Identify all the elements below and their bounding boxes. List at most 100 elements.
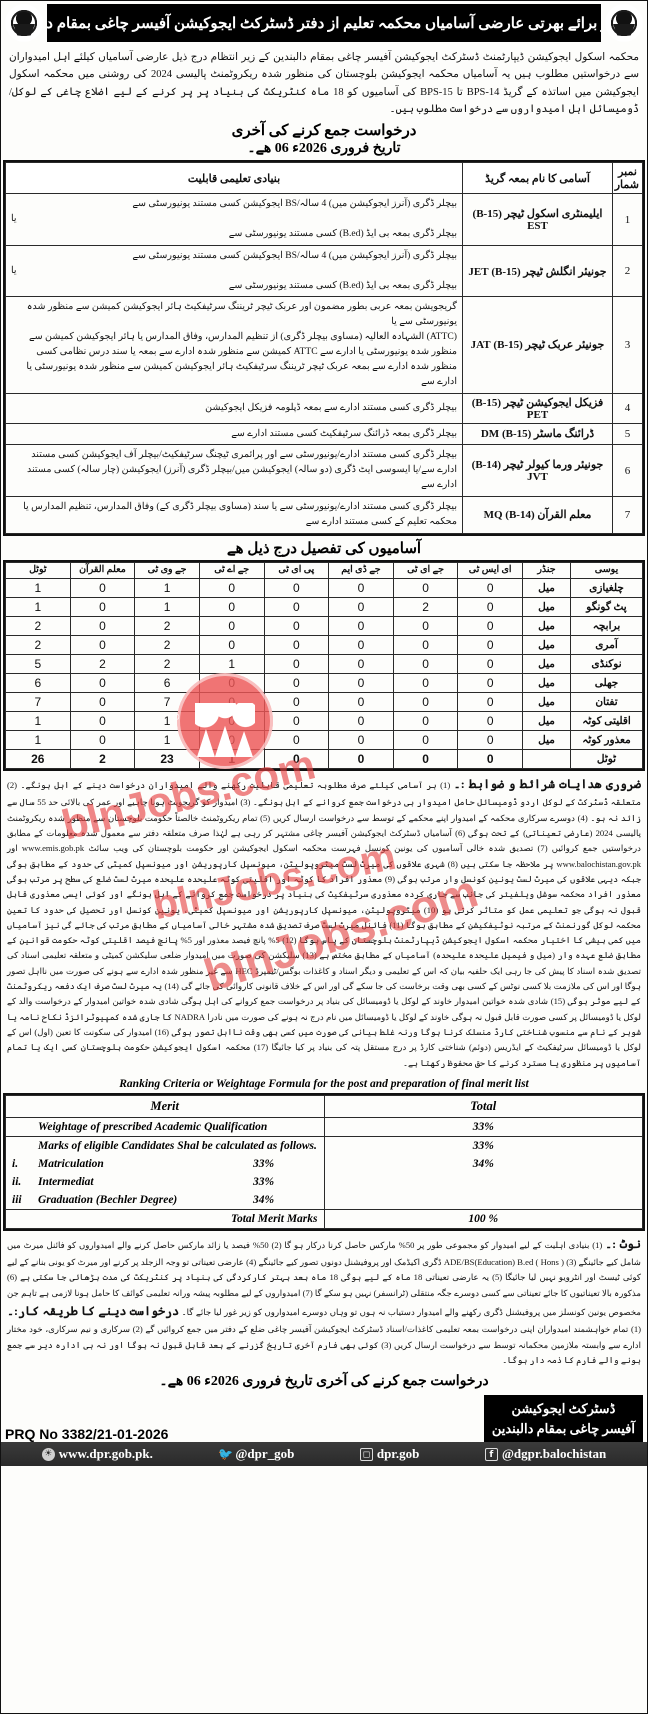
merit-col-total: Total (323, 1094, 643, 1118)
vacancy-count-cell: 0 (198, 635, 265, 656)
gender-cell: میل (522, 730, 571, 751)
merit-total-percent: 33% (323, 1136, 643, 1155)
vacancy-col-header: جے ای ٹی (392, 561, 459, 580)
twitter-link[interactable]: 🐦 @dpr_gob (218, 1446, 294, 1462)
vacancy-section-heading: آسامیوں کی تفصیل درج ذیل ھے (226, 540, 422, 557)
post-name: معلم القرآن (B-14) MQ (462, 496, 613, 534)
merit-criteria-text: Matriculation (38, 1157, 104, 1170)
vacancy-count-cell: 7 (5, 692, 71, 713)
uc-name: ٹوٹل (570, 749, 643, 770)
vacancy-col-header: جے اے ٹی (198, 561, 265, 580)
post-qualification: بیچلر ڈگری کسی مستند ادارے/یونیورسٹی سے … (5, 496, 463, 534)
vacancy-count-cell: 0 (198, 673, 265, 694)
instagram-link[interactable]: ◻ dpr.gob (359, 1446, 419, 1462)
table-row: 6 جونیئر ورما کیولر ٹیچر (B-14) JVT بیچلر … (5, 444, 643, 497)
merit-footer-row: Total Merit Marks 100 % (5, 1208, 643, 1229)
merit-label: ii. Intermediat 33% (5, 1172, 325, 1191)
instructions-body: (1) ہر آسامی کیلئے صرف مطلوبہ تعلیمی قاب… (7, 780, 642, 1068)
qualification-line: گریجویشن بمعہ عربی بطور مضمون اور عربک ٹ… (26, 301, 457, 328)
vacancy-count-cell: 0 (69, 692, 136, 713)
vacancy-count-cell: 1 (134, 711, 200, 732)
apply-heading: درخواست دینے کا طریقہ کار:۔ (7, 1304, 180, 1319)
table-row: 4 فزیکل ایجوکیشن ٹیچر (B-15) PET بیچلر ڈگر… (5, 392, 643, 424)
vacancy-count-cell: 0 (392, 635, 459, 656)
post-qualification: گریجویشن بمعہ عربی بطور مضمون اور عربک ٹ… (5, 296, 463, 394)
vacancy-count-cell: 0 (392, 578, 459, 599)
post-qualification: بیچلر ڈگری (آنرز ایجوکیشن میں) 4 سالہ/BS… (5, 193, 463, 246)
vacancy-count-cell: 2 (134, 616, 200, 637)
note-heading: نوٹ :۔ (605, 1236, 641, 1251)
post-serial: 6 (612, 444, 643, 497)
gender-cell: میل (522, 673, 571, 694)
merit-table-container: Merit Total Weightage of prescribed Acad… (3, 1092, 645, 1231)
website-label: www.dpr.gob.pk. (58, 1446, 153, 1462)
merit-total-percent (323, 1172, 643, 1191)
table-row: معذور کوٹہ میل 0 0 0 0 0 1 0 1 (5, 730, 643, 751)
balochistan-govt-emblem-icon (605, 4, 643, 42)
uc-name: آمری (570, 635, 643, 656)
merit-header-row: Merit Total (5, 1094, 643, 1118)
post-serial: 1 (612, 193, 643, 246)
vacancy-count-cell: 2 (134, 654, 200, 675)
merit-row: Weightage of prescribed Academic Qualifi… (5, 1116, 643, 1137)
vacancy-count-cell: 0 (457, 711, 523, 732)
vacancy-count-cell: 0 (263, 597, 330, 618)
vacancy-col-header: پی ای ٹی (263, 561, 330, 580)
post-serial: 2 (612, 244, 643, 298)
vacancy-count-cell: 1 (134, 597, 200, 618)
vacancy-count-cell: 0 (457, 578, 523, 599)
facebook-link[interactable]: f @dgpr.balochistan (484, 1446, 607, 1462)
vacancy-count-cell: 1 (5, 578, 71, 599)
vacancy-count-cell: 0 (328, 730, 394, 751)
merit-table: Merit Total Weightage of prescribed Acad… (5, 1094, 643, 1229)
table-row: نوکنڈی میل 0 0 0 0 1 2 2 5 (5, 654, 643, 675)
uc-name: پٹ گونگو (570, 597, 643, 618)
website-link[interactable]: ☀ www.dpr.gob.pk. (41, 1446, 153, 1462)
table-row: پٹ گونگو میل 0 2 0 0 0 1 0 1 (5, 597, 643, 618)
footer-deadline: درخواست جمع کرنے کی آخری تاریخ 06 فروری … (1, 1371, 647, 1393)
vacancy-count-cell: 26 (5, 749, 71, 770)
qualification-line: بیچلر ڈگری بمعہ بی ایڈ (B.ed) کسی مستند … (228, 279, 457, 291)
social-bar: ☀ www.dpr.gob.pk. 🐦 @dpr_gob ◻ dpr.gob f… (1, 1442, 647, 1467)
merit-sub-percent: 33% (253, 1175, 275, 1188)
post-name: جونیئر عربک ٹیچر (B-15) JAT (462, 296, 613, 394)
vacancy-table: یوسی جنڈر ای ایس ٹی جے ای ٹی جے ڈی ایم پی ای … (5, 561, 643, 770)
vacancy-table-container: یوسی جنڈر ای ایس ٹی جے ای ٹی جے ڈی ایم پی ای … (3, 559, 645, 772)
uc-name: نوکنڈی (570, 654, 643, 675)
uc-name: چلغیازی (570, 578, 643, 599)
qualification-line: یا (11, 264, 17, 276)
stamp-line-2: آفیسر چاغی بمقام دالبندین (491, 1420, 635, 1436)
vacancy-count-cell: 0 (69, 597, 136, 618)
facebook-label: @dgpr.balochistan (501, 1446, 607, 1462)
post-qualification: بیچلر ڈگری (آنرز ایجوکیشن میں) 4 سالہ/BS… (5, 244, 463, 298)
vacancy-count-cell: 0 (69, 635, 136, 656)
vacancy-count-cell: 0 (263, 616, 330, 637)
gender-cell: میل (522, 692, 571, 713)
posts-table-container: نمبر شمار آسامی کا نام بمعہ گریڈ بنیادی … (3, 160, 645, 536)
gender-cell: میل (522, 578, 571, 599)
vacancy-count-cell: 0 (198, 711, 265, 732)
instagram-icon: ◻ (359, 1447, 373, 1461)
instructions-block: ضروری ھدایات شرائط و ضوابط :۔ (1) ہر آسا… (1, 771, 647, 1074)
merit-col-merit: Merit (5, 1094, 325, 1118)
merit-row-number: iii (12, 1193, 22, 1206)
vacancy-count-cell: 0 (328, 578, 394, 599)
vacancy-count-cell: 1 (198, 654, 265, 675)
gender-cell: میل (522, 635, 571, 656)
post-qualification: بیچلر ڈگری کسی مستند ادارے سے بمعہ ڈپلوم… (5, 392, 463, 424)
header-sr: نمبر شمار (612, 162, 643, 195)
post-name: فزیکل ایجوکیشن ٹیچر (B-15) PET (462, 392, 613, 424)
vacancy-count-cell: 0 (392, 654, 459, 675)
post-qualification: بیچلر ڈگری کسی مستند ادارے/یونیورسٹی سے … (5, 444, 463, 497)
gender-cell: میل (522, 597, 571, 618)
header-qualification: بنیادی تعلیمی قابلیت (5, 162, 463, 195)
vacancy-count-cell: 23 (134, 749, 200, 770)
vacancy-count-cell: 0 (198, 578, 265, 599)
header-deadline-date: 06 فروری 2026ء (274, 141, 370, 157)
qualification-line: بیچلر ڈگری بمعہ ڈرائنگ سرٹیفکیٹ کسی مستن… (231, 427, 457, 439)
gender-cell: میل (522, 711, 571, 732)
footer-deadline-suffix: ھے۔ (159, 1374, 184, 1390)
vacancy-count-cell: 0 (263, 711, 330, 732)
gender-cell: میل (522, 616, 571, 637)
table-row: 2 جونیئر انگلش ٹیچر (B-15) JET بیچلر ڈگری … (5, 244, 643, 298)
